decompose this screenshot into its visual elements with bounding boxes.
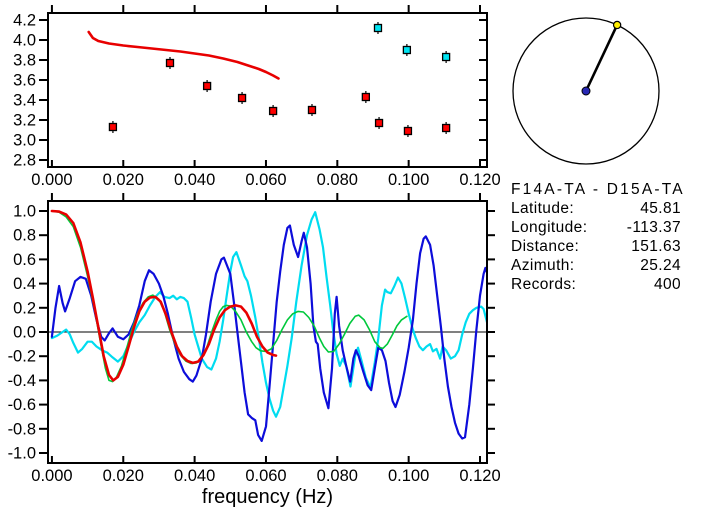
correlation-plot: 0.000 0.020 0.040 0.060 0.080 0.100 0.120 1.0 0.… — [8, 193, 501, 508]
y-tick-label: 0.2 — [13, 299, 36, 317]
x-tick-label: 0.040 — [174, 171, 215, 189]
x-tick-label: 0.100 — [388, 467, 429, 485]
y-tick-label: 0.0 — [13, 324, 36, 342]
dispersion-plot-frame — [47, 12, 488, 168]
y-tick-label: 2.8 — [13, 152, 36, 170]
measurements-red-marker — [237, 93, 247, 103]
x-tick-label: 0.020 — [103, 467, 144, 485]
longitude-value: -113.37 — [626, 219, 681, 236]
info-row-azimuth: Azimuth: 25.24 — [511, 256, 681, 275]
measurements-red-marker — [374, 118, 384, 128]
azimuth-circle — [512, 17, 660, 165]
y-tick-label: -0.2 — [8, 348, 36, 366]
x-tick-label: 0.060 — [245, 467, 286, 485]
y-tick-label: -1.0 — [8, 445, 36, 463]
measurements-red-marker — [441, 123, 451, 133]
azimuth-station-dot — [612, 20, 622, 30]
x-tick-label: 0.080 — [317, 171, 358, 189]
measurements-cyan-marker — [402, 45, 412, 55]
measurements-cyan-marker — [373, 23, 383, 33]
station-pair-title: F14A-TA - D15A-TA — [511, 181, 685, 198]
y-tick-label: 0.4 — [13, 275, 36, 293]
records-value: 400 — [653, 276, 681, 293]
x-tick-label: 0.080 — [317, 467, 358, 485]
y-tick-label: 3.0 — [13, 132, 36, 150]
y-tick-label: 0.8 — [13, 227, 36, 245]
y-tick-label: -0.6 — [8, 396, 36, 414]
info-row-distance: Distance: 151.63 — [511, 237, 681, 256]
longitude-label: Longitude: — [511, 219, 588, 236]
station-info-panel: F14A-TA - D15A-TA Latitude: 45.81 Longit… — [511, 180, 685, 294]
center-station-dot — [581, 86, 591, 96]
latitude-value: 45.81 — [640, 200, 681, 217]
y-tick-label: 3.6 — [13, 72, 36, 90]
x-tick-label: 0.020 — [103, 171, 144, 189]
y-tick-label: 4.0 — [13, 32, 36, 50]
info-row-latitude: Latitude: 45.81 — [511, 199, 681, 218]
x-tick-label: 0.040 — [174, 467, 215, 485]
y-tick-label: 3.4 — [13, 92, 36, 110]
y-tick-label: 3.8 — [13, 52, 36, 70]
correlation-curve-blue — [50, 224, 486, 442]
correlation-curve-red — [50, 209, 278, 382]
azimuth-indicator — [512, 17, 660, 165]
measurements-red-marker — [165, 58, 175, 68]
measurements-red-marker — [403, 126, 413, 136]
x-axis-label: frequency (Hz) — [202, 486, 333, 508]
measurements-red-marker — [361, 92, 371, 102]
correlation-curve-cyan — [50, 211, 486, 418]
y-tick-label: 1.0 — [13, 202, 36, 220]
y-tick-label: -0.4 — [8, 372, 36, 390]
measurements-cyan-marker — [441, 52, 451, 62]
x-tick-label: 0.120 — [459, 467, 500, 485]
azimuth-value: 25.24 — [640, 257, 681, 274]
x-tick-label: 0.000 — [31, 171, 72, 189]
y-tick-label: -0.8 — [8, 420, 36, 438]
model-dispersion-curve — [87, 30, 280, 80]
dispersion-plot-series — [87, 22, 451, 137]
measurements-red-marker — [307, 105, 317, 115]
correlation-plot-series — [50, 209, 486, 442]
y-tick-label: 0.6 — [13, 251, 36, 269]
dispersion-plot: 0.000 0.020 0.040 0.060 0.080 0.100 0.120 2.8 3.… — [13, 5, 501, 189]
info-row-records: Records: 400 — [511, 275, 681, 294]
azimuth-label: Azimuth: — [511, 257, 575, 274]
x-tick-label: 0.100 — [388, 171, 429, 189]
azimuth-line — [584, 24, 619, 92]
measurements-red-marker — [268, 106, 278, 116]
measurements-red-marker — [202, 81, 212, 91]
measurements-red-marker — [108, 122, 118, 132]
records-label: Records: — [511, 276, 577, 293]
latitude-label: Latitude: — [511, 200, 575, 217]
info-row-longitude: Longitude: -113.37 — [511, 218, 681, 237]
y-tick-label: 4.2 — [13, 12, 36, 30]
distance-label: Distance: — [511, 238, 580, 255]
y-tick-label: 3.2 — [13, 112, 36, 130]
x-tick-label: 0.000 — [31, 467, 72, 485]
distance-value: 151.63 — [631, 238, 681, 255]
x-tick-label: 0.060 — [245, 171, 286, 189]
x-tick-label: 0.120 — [459, 171, 500, 189]
